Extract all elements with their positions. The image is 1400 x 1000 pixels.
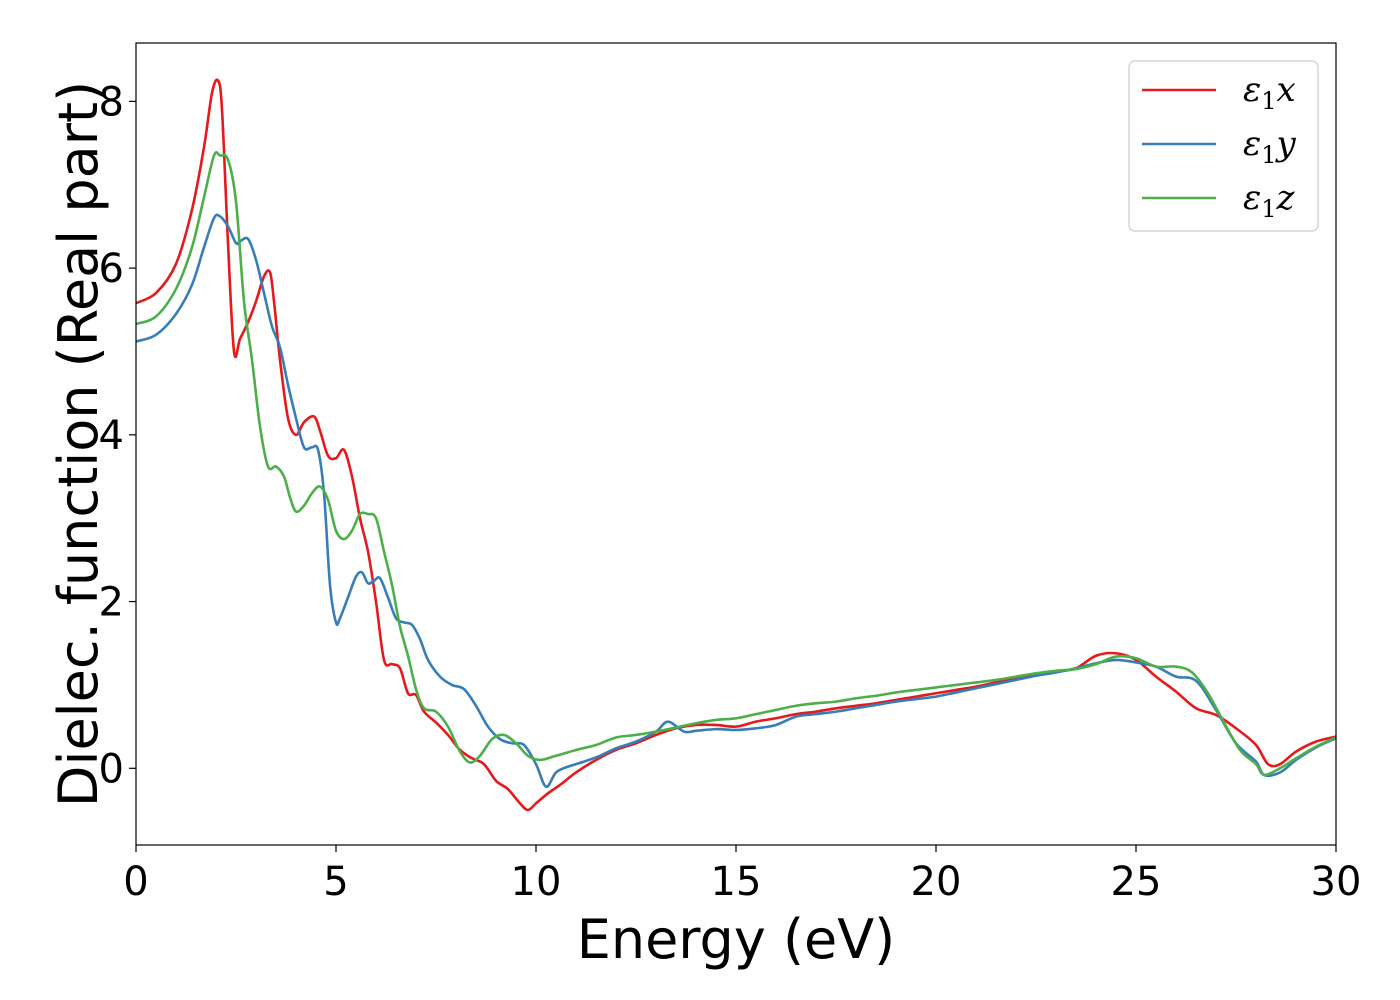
legend-label-z: ε1z <box>1243 178 1296 223</box>
x-tick-label: 5 <box>323 859 348 905</box>
x-tick-label: 30 <box>1311 859 1362 905</box>
y-axis-label: Dielec. function (Real part) <box>47 81 110 807</box>
legend-box <box>1128 60 1319 232</box>
legend: ε1x ε1y ε1z <box>1128 60 1319 232</box>
x-tick-label: 0 <box>123 859 148 905</box>
y-tick-label: 4 <box>99 413 124 459</box>
legend-label-x: ε1x <box>1243 70 1296 115</box>
x-tick-label: 10 <box>511 859 562 905</box>
x-tick-label: 15 <box>711 859 762 905</box>
x-axis-label: Energy (eV) <box>577 908 896 971</box>
y-tick-label: 8 <box>99 79 124 125</box>
y-tick-label: 2 <box>99 580 124 626</box>
x-tick-label: 25 <box>1111 859 1162 905</box>
series-line-z <box>136 151 1336 777</box>
y-axis-ticks: 0 2 4 6 8 <box>99 79 136 792</box>
y-tick-label: 6 <box>99 246 124 292</box>
x-tick-label: 20 <box>911 859 962 905</box>
legend-label-y: ε1y <box>1243 124 1297 169</box>
x-axis-ticks: 0 5 10 15 20 25 30 <box>123 845 1361 905</box>
y-tick-label: 0 <box>99 746 124 792</box>
plot-lines <box>136 78 1336 812</box>
